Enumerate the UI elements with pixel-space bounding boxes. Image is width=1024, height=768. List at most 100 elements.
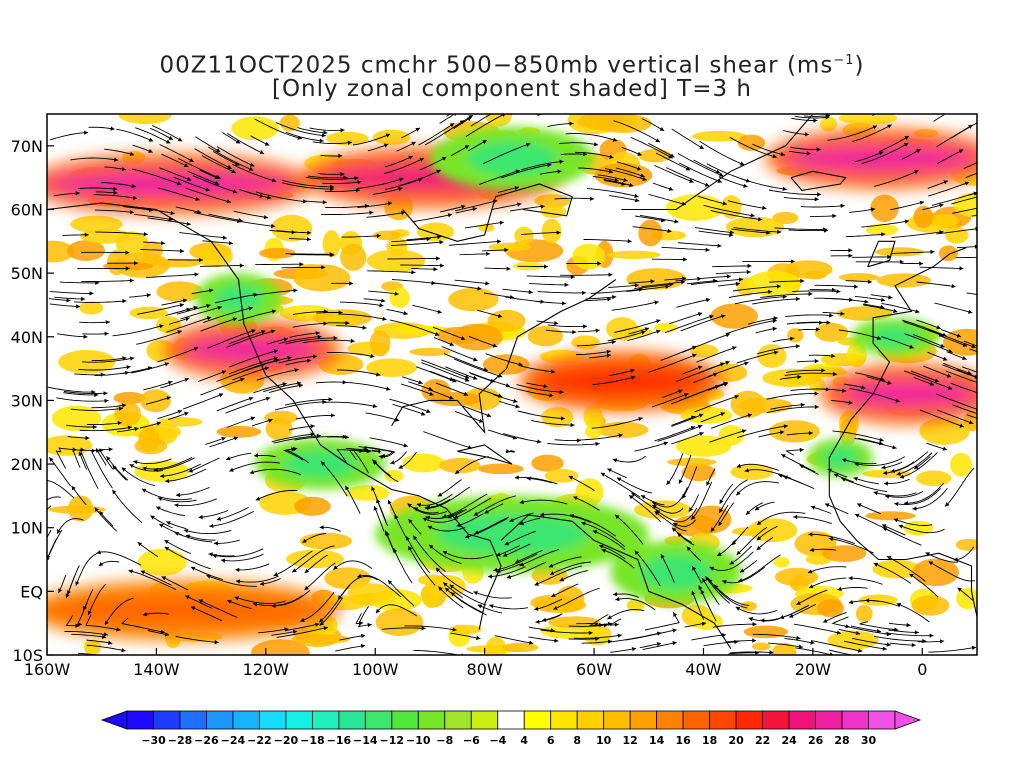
- streamline-arrowhead: [595, 328, 600, 333]
- streamline: [289, 332, 320, 338]
- streamline-arrowhead: [37, 506, 41, 510]
- lon-tick-label: 0: [917, 660, 927, 679]
- streamline-arrowhead: [880, 377, 885, 382]
- streamline: [574, 151, 614, 159]
- streamline: [576, 341, 616, 347]
- streamline: [137, 541, 159, 558]
- streamline-arrowhead: [652, 502, 657, 506]
- streamline-arrowhead: [401, 210, 406, 215]
- streamline: [641, 118, 665, 132]
- streamline: [796, 589, 828, 605]
- streamline: [678, 454, 692, 484]
- streamline-arrowhead: [607, 468, 612, 473]
- shade-cell: [129, 306, 168, 320]
- streamline: [568, 638, 600, 640]
- streamline-arrowhead: [486, 251, 491, 256]
- streamline-arrowhead: [740, 161, 745, 166]
- streamline: [615, 598, 656, 611]
- streamline-arrowhead: [717, 552, 722, 556]
- streamline-arrowhead: [855, 513, 860, 518]
- streamline-arrowhead: [452, 378, 457, 383]
- streamline: [131, 362, 170, 374]
- streamline-arrowhead: [134, 426, 139, 432]
- streamline: [440, 205, 466, 213]
- streamline: [425, 509, 463, 519]
- streamline-arrowhead: [814, 391, 819, 396]
- streamline-arrowhead: [443, 582, 448, 587]
- streamline-arrowhead: [744, 468, 749, 473]
- streamline: [424, 486, 471, 509]
- streamline: [156, 506, 186, 517]
- streamline-arrowhead: [254, 453, 259, 458]
- shade-cell: [392, 325, 452, 335]
- streamline-arrowhead: [732, 346, 737, 351]
- streamline: [712, 623, 757, 628]
- streamline-arrowhead: [904, 501, 908, 506]
- streamline: [883, 451, 929, 474]
- streamline: [435, 382, 469, 396]
- streamline: [609, 632, 662, 643]
- streamline-arrowhead: [795, 296, 800, 302]
- streamline-arrowhead: [934, 378, 939, 383]
- streamline: [597, 174, 628, 182]
- streamline: [54, 296, 86, 300]
- streamline-arrowhead: [957, 587, 962, 592]
- streamline: [944, 467, 975, 507]
- streamline: [966, 414, 977, 419]
- shade-cell: [79, 301, 104, 315]
- streamline: [74, 373, 105, 376]
- streamline-arrowhead: [134, 261, 138, 266]
- streamline-arrowhead: [1011, 359, 1015, 363]
- streamline-arrowhead: [659, 127, 665, 131]
- streamline: [822, 611, 847, 623]
- streamline: [608, 284, 639, 288]
- streamline-arrowhead: [836, 289, 841, 294]
- streamline: [291, 545, 335, 573]
- streamline-arrowhead: [164, 540, 169, 544]
- streamline: [549, 561, 591, 576]
- streamline-arrowhead: [164, 632, 170, 637]
- shade-cell: [903, 520, 934, 536]
- streamline: [509, 512, 534, 523]
- streamline: [176, 304, 211, 315]
- streamline-arrowhead: [375, 608, 381, 614]
- streamline-arrowhead: [655, 138, 660, 142]
- colorbar-swatch: [788, 710, 816, 730]
- streamline: [784, 637, 815, 644]
- streamline: [71, 633, 107, 638]
- streamline-arrowhead: [437, 492, 443, 497]
- streamline: [766, 393, 819, 400]
- streamline-arrowhead: [387, 500, 392, 505]
- colorbar-swatch: [603, 710, 631, 730]
- streamline: [233, 210, 269, 219]
- streamline: [547, 442, 600, 446]
- streamline-arrowhead: [638, 287, 643, 292]
- streamline: [214, 293, 258, 304]
- streamline: [581, 640, 613, 644]
- streamline-arrowhead: [623, 177, 628, 182]
- streamline-arrowhead: [125, 266, 130, 271]
- streamline: [384, 178, 423, 191]
- streamline-arrowhead: [87, 610, 92, 615]
- shade-cell: [876, 273, 932, 288]
- streamline-arrowhead: [209, 288, 214, 293]
- streamline-arrowhead: [534, 581, 539, 586]
- streamline: [786, 432, 813, 436]
- colorbar-label: −16: [327, 734, 352, 747]
- streamline-arrowhead: [799, 447, 804, 453]
- shade-cell: [485, 636, 507, 655]
- streamline-arrowhead: [476, 635, 481, 640]
- streamline: [178, 158, 221, 179]
- streamline-arrowhead: [985, 378, 989, 382]
- streamline: [450, 632, 481, 640]
- streamline: [586, 188, 639, 198]
- streamline-arrowhead: [790, 259, 795, 264]
- streamline-arrowhead: [194, 272, 199, 277]
- colorbar-swatch: [682, 710, 711, 730]
- streamline: [309, 127, 345, 131]
- shade-cell: [875, 247, 924, 257]
- streamline: [133, 213, 173, 221]
- streamline: [242, 359, 280, 372]
- streamline-arrowhead: [612, 295, 617, 300]
- streamline: [284, 398, 333, 406]
